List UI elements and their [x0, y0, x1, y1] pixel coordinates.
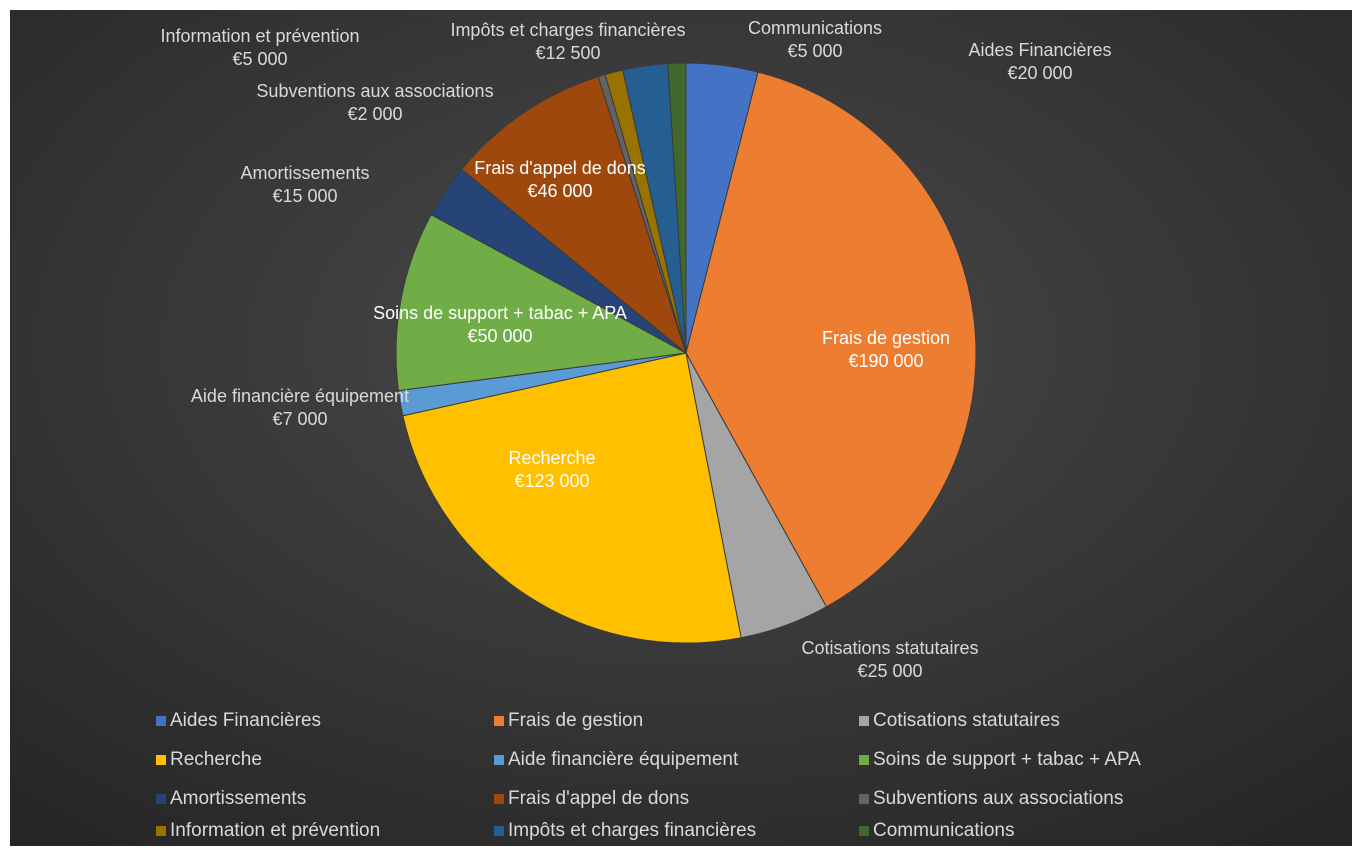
legend-label: Subventions aux associations — [873, 788, 1123, 809]
pie-slice — [685, 71, 977, 608]
legend-swatch — [156, 794, 166, 804]
data-label-value: €5 000 — [232, 49, 287, 69]
data-label-name: Frais d'appel de dons — [474, 158, 646, 178]
legend-label: Recherche — [170, 749, 262, 770]
legend-label: Soins de support + tabac + APA — [873, 749, 1141, 770]
data-label-name: Cotisations statutaires — [801, 638, 978, 658]
legend-swatch — [494, 794, 504, 804]
data-label-name: Subventions aux associations — [256, 81, 493, 101]
data-label-name: Amortissements — [240, 163, 369, 183]
legend-label: Frais de gestion — [508, 710, 643, 731]
data-label-value: €20 000 — [1007, 63, 1072, 83]
data-label-value: €5 000 — [787, 41, 842, 61]
legend-label: Frais d'appel de dons — [508, 788, 689, 809]
pie-slice — [460, 75, 687, 355]
data-label-value: €7 000 — [272, 409, 327, 429]
legend-swatch — [494, 755, 504, 765]
data-label-value: €25 000 — [857, 661, 922, 681]
legend-swatch — [859, 755, 869, 765]
legend-swatch — [859, 826, 869, 836]
legend-swatch — [859, 794, 869, 804]
data-label-name: Information et prévention — [160, 26, 359, 46]
pie-slice — [395, 213, 688, 392]
legend-swatch — [156, 716, 166, 726]
data-label-name: Impôts et charges financières — [450, 20, 685, 40]
legend-label: Communications — [873, 820, 1015, 841]
data-label-name: Recherche — [508, 448, 595, 468]
data-label-name: Communications — [748, 18, 882, 38]
data-label-name: Soins de support + tabac + APA — [373, 303, 627, 323]
legend-label: Cotisations statutaires — [873, 710, 1060, 731]
legend-label: Aide financière équipement — [508, 749, 739, 770]
legend-label: Aides Financières — [170, 710, 321, 731]
data-label-name: Frais de gestion — [822, 328, 950, 348]
data-label-name: Aides Financières — [968, 40, 1111, 60]
pie-slice — [402, 352, 742, 644]
legend-swatch — [859, 716, 869, 726]
data-label-value: €2 000 — [347, 104, 402, 124]
data-label-value: €50 000 — [467, 326, 532, 346]
legend-swatch — [156, 826, 166, 836]
legend-label: Impôts et charges financières — [508, 820, 756, 841]
legend-swatch — [494, 826, 504, 836]
data-label-value: €123 000 — [514, 471, 589, 491]
data-label-value: €12 500 — [535, 43, 600, 63]
legend-swatch — [494, 716, 504, 726]
data-label-value: €190 000 — [848, 351, 923, 371]
legend-label: Information et prévention — [170, 820, 380, 841]
legend-label: Amortissements — [170, 788, 306, 809]
pie-slice — [667, 62, 687, 354]
data-label-value: €15 000 — [272, 186, 337, 206]
data-label-name: Aide financière équipement — [191, 386, 409, 406]
legend-swatch — [156, 755, 166, 765]
data-label-value: €46 000 — [527, 181, 592, 201]
